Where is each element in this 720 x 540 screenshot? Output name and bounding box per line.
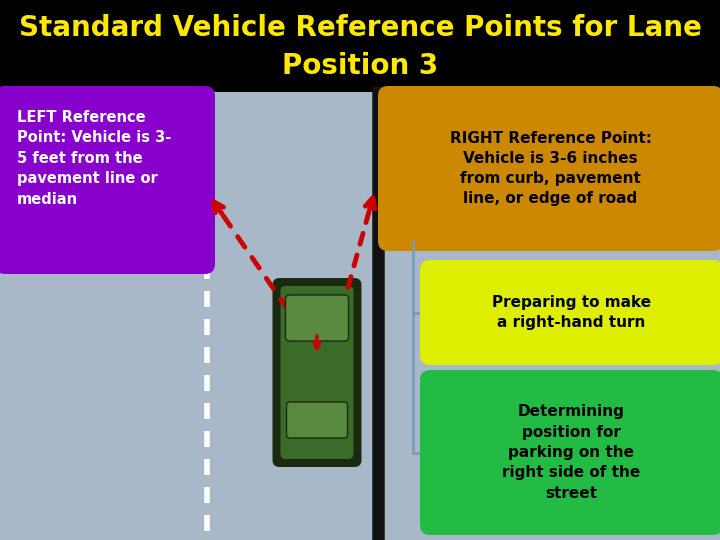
Text: LEFT Reference
Point: Vehicle is 3-
5 feet from the
pavement line or
median: LEFT Reference Point: Vehicle is 3- 5 fe… (17, 110, 171, 207)
Text: Standard Vehicle Reference Points for Lane: Standard Vehicle Reference Points for La… (19, 14, 701, 42)
Text: Preparing to make
a right-hand turn: Preparing to make a right-hand turn (492, 295, 651, 330)
Text: Determining
position for
parking on the
right side of the
street: Determining position for parking on the … (503, 404, 641, 501)
Text: RIGHT Reference Point:
Vehicle is 3-6 inches
from curb, pavement
line, or edge o: RIGHT Reference Point: Vehicle is 3-6 in… (449, 131, 652, 206)
Bar (0, 0, 720, 92)
FancyBboxPatch shape (420, 260, 720, 365)
FancyBboxPatch shape (272, 278, 361, 467)
FancyBboxPatch shape (420, 370, 720, 535)
FancyBboxPatch shape (378, 86, 720, 251)
FancyBboxPatch shape (287, 402, 348, 438)
FancyBboxPatch shape (286, 295, 348, 341)
FancyBboxPatch shape (281, 286, 354, 459)
Text: Position 3: Position 3 (282, 52, 438, 80)
FancyBboxPatch shape (0, 86, 215, 274)
